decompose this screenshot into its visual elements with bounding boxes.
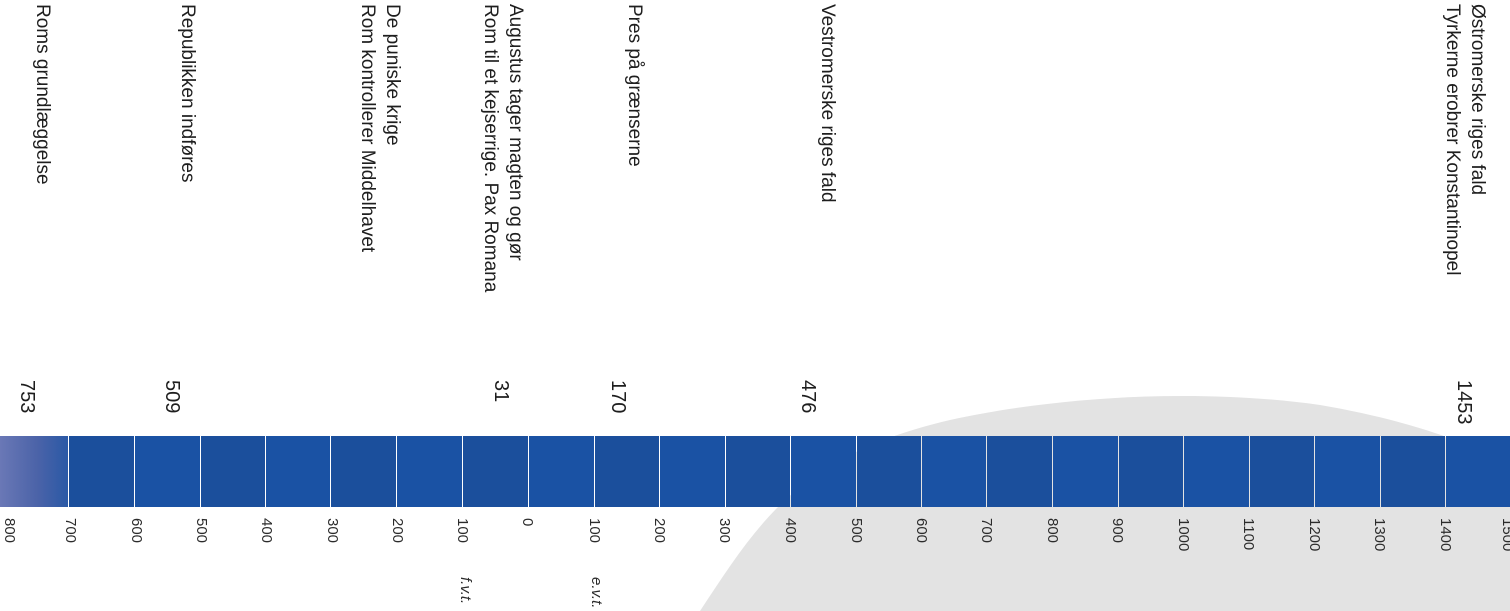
event-year: 753 [16,380,38,414]
axis-tick-label: 1100 [1240,518,1257,551]
event-label: Pres på grænserne [622,4,647,356]
event-label-line: De puniske krige [382,4,403,146]
axis-tick-label: 500 [848,518,865,544]
axis-tick-label: 600 [913,518,930,544]
timeline-segment [0,436,68,507]
timeline-segment [1119,436,1183,507]
timeline-segment [397,436,462,507]
event-year: 31 [490,380,512,403]
timeline-segment [660,436,725,507]
era-label-bce: f.v.t. [457,577,474,605]
timeline-segment [987,436,1052,507]
axis-tick-label: 700 [62,518,79,544]
timeline-segment [266,436,330,507]
timeline-segment [922,436,986,507]
event-label-line: Roms grundlæggelse [32,4,53,185]
event-label: De puniske krige Rom kontrollerer Middelh… [355,4,405,356]
event-label-line: Rom kontrollerer Middelhavet [357,4,378,253]
timeline-segment [1381,436,1445,507]
event-label: Vestromerske riges fald [815,4,840,356]
event-year: 509 [161,380,183,414]
event-label-line: Vestromerske riges fald [817,4,838,203]
timeline-segment [135,436,200,507]
event-year: 476 [797,380,819,414]
event-label-line: Tyrkerne erobrer Konstantinopel [1442,4,1463,276]
timeline-segment [791,436,856,507]
axis-tick-label: 400 [782,518,799,544]
event-label-line: Pres på grænserne [624,4,645,167]
axis-tick-label: 200 [389,518,406,544]
axis-tick-label: 800 [1,518,18,544]
event-label: Roms grundlæggelse [30,4,55,356]
timeline-segment [1250,436,1314,507]
axis-tick-label: 300 [716,518,733,544]
axis-tick-label: 0 [519,518,536,527]
event-label: Østromerske riges fald Tyrkerne erobrer K… [1440,4,1490,356]
timeline-segment [463,436,528,507]
axis-tick-label: 1300 [1371,518,1388,552]
axis-tick-label: 400 [258,518,275,544]
axis-tick-label: 800 [1044,518,1061,544]
event-year: 170 [607,380,629,414]
axis-tick-label: 1000 [1175,518,1192,552]
timeline-band [0,436,1510,507]
axis-tick-label: 1400 [1437,518,1454,552]
era-label-ce: e.v.t. [588,577,605,609]
event-label: Republikken indføres [175,4,200,356]
timeline-segment [529,436,594,507]
axis-tick-label: 200 [651,518,668,544]
timeline-segment [857,436,921,507]
axis-tick-label: 700 [978,518,995,544]
event-label-line: Augustus tager magten og gør [505,4,526,261]
axis-tick-label: 100 [454,518,471,544]
axis-tick-label: 1200 [1306,518,1323,552]
timeline-segment [201,436,265,507]
timeline-segment [1053,436,1118,507]
axis-tick-label: 500 [193,518,210,544]
event-label-line: Østromerske riges fald [1467,4,1488,196]
axis-tick-label: 900 [1109,518,1126,544]
timeline-segment [331,436,396,507]
event-label: Augustus tager magten og gør Rom til et k… [478,4,528,356]
timeline-segment [69,436,134,507]
axis-tick-label: 100 [586,518,603,544]
event-year: 1453 [1453,380,1475,425]
timeline-segment [595,436,659,507]
axis-tick-label: 600 [128,518,145,544]
timeline-segment [1446,436,1510,507]
timeline-segment [726,436,790,507]
event-label-line: Republikken indføres [177,4,198,183]
axis-tick-label: 1500 [1499,518,1510,552]
event-label-line: Rom til et kejserrige. Pax Romana [480,4,501,293]
timeline-segment [1184,436,1249,507]
timeline-segment [1315,436,1380,507]
axis-tick-label: 300 [324,518,341,544]
